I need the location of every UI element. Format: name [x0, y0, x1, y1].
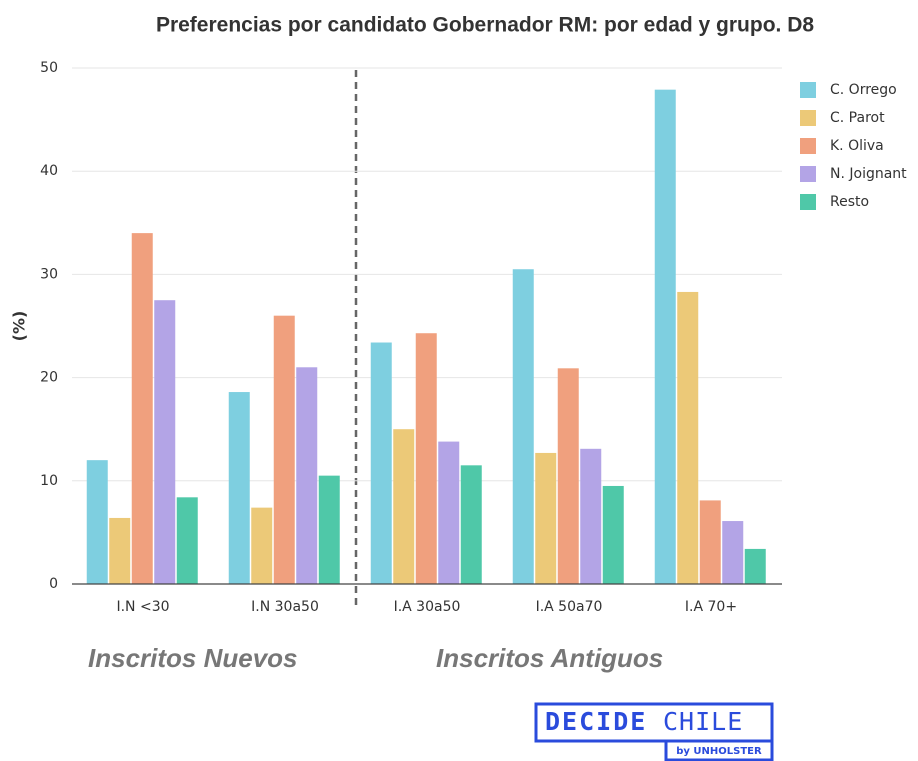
- bar: [415, 333, 437, 584]
- bar: [677, 291, 699, 584]
- bar: [318, 475, 340, 584]
- legend-swatch: [800, 82, 816, 98]
- bar: [109, 517, 131, 584]
- bar: [251, 507, 273, 584]
- logo-sub: by UNHOLSTER: [676, 746, 762, 757]
- bar: [86, 460, 108, 584]
- y-tick-label: 0: [49, 576, 58, 592]
- y-tick-label: 20: [40, 370, 58, 386]
- bar: [699, 500, 721, 584]
- x-tick-label: I.A 30a50: [394, 599, 461, 615]
- legend-label: Resto: [830, 194, 869, 210]
- y-axis-label: (%): [10, 311, 29, 342]
- bar: [512, 269, 534, 584]
- bar: [393, 429, 415, 584]
- annotation: Inscritos Nuevos: [88, 643, 298, 673]
- bar: [154, 300, 176, 584]
- bar: [722, 521, 744, 584]
- chart-title: Preferencias por candidato Gobernador RM…: [156, 14, 814, 37]
- logo-text: DECIDE: [545, 707, 647, 736]
- y-tick-label: 10: [40, 473, 58, 489]
- bar: [654, 89, 676, 584]
- x-tick-label: I.N 30a50: [251, 599, 319, 615]
- bar: [228, 392, 250, 584]
- legend-label: C. Orrego: [830, 82, 897, 98]
- bar: [460, 465, 482, 584]
- bar: [557, 368, 579, 584]
- logo-text: CHILE: [663, 707, 743, 736]
- logo-box: [534, 702, 774, 743]
- x-tick-label: I.A 50a70: [536, 599, 603, 615]
- bar: [438, 441, 460, 584]
- legend-swatch: [800, 166, 816, 182]
- legend-swatch: [800, 110, 816, 126]
- x-tick-label: I.A 70+: [685, 599, 737, 615]
- bar: [296, 367, 318, 584]
- y-tick-label: 50: [40, 60, 58, 76]
- legend-swatch: [800, 138, 816, 154]
- legend-label: C. Parot: [830, 110, 885, 126]
- legend-label: N. Joignant: [830, 166, 907, 182]
- x-tick-label: I.N <30: [116, 599, 169, 615]
- y-tick-label: 40: [40, 163, 58, 179]
- bar: [370, 342, 392, 584]
- bar: [535, 452, 557, 584]
- bar: [580, 448, 602, 584]
- legend-label: K. Oliva: [830, 138, 884, 154]
- bar: [176, 497, 198, 584]
- y-tick-label: 30: [40, 266, 58, 282]
- bar: [273, 315, 295, 584]
- logo-sub-box: [664, 739, 774, 761]
- annotation: Inscritos Antiguos: [436, 643, 663, 673]
- bar: [744, 548, 766, 584]
- logo: DECIDE CHILE by UNHOLSTER: [534, 702, 774, 761]
- legend-swatch: [800, 194, 816, 210]
- bar: [131, 233, 153, 584]
- bar: [602, 485, 624, 584]
